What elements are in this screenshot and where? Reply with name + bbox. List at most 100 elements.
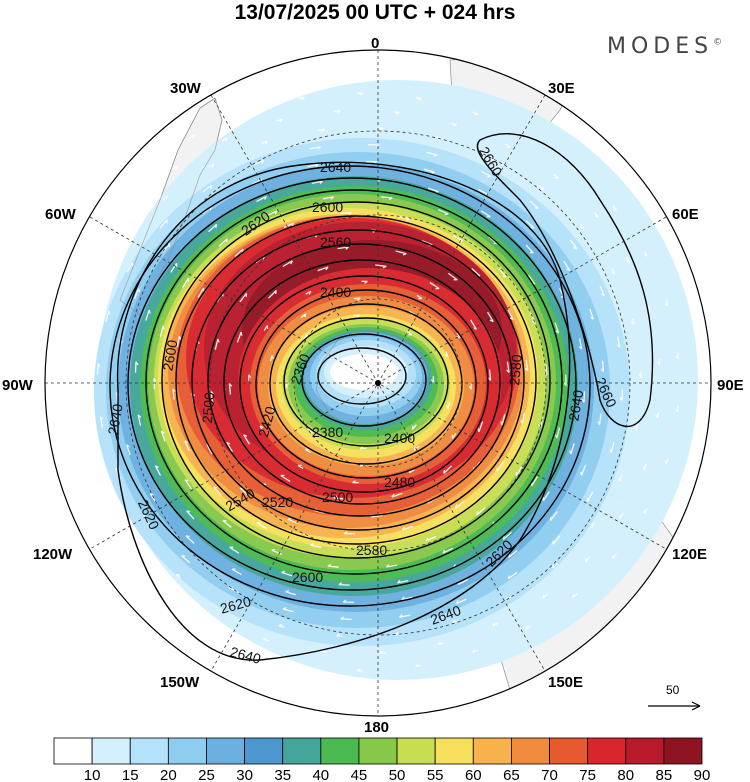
wind-vector [236,331,243,343]
contour-label-2640e: 2640 [105,402,126,436]
wind-vector [477,421,484,433]
wind-vector [222,519,232,528]
wind-vector [520,412,526,424]
wind-vector [492,622,499,627]
wind-vector [468,383,472,390]
contour-2640 [116,161,571,661]
wind-vector [256,522,267,530]
wind-vector [340,616,352,621]
wind-vector [572,166,578,172]
wind-vector [266,210,278,217]
wind-vector [208,223,218,233]
wind-vector [161,585,167,591]
wind-vector [162,243,171,253]
wind-vector [209,616,216,621]
wind-vector [385,564,398,568]
wind-vector [579,223,585,230]
contour-label-2480: 2480 [384,474,415,490]
wind-vector [268,290,277,299]
wind-vector [269,355,274,362]
lon-label-30w: 30W [170,80,202,97]
wind-vector [317,266,329,272]
contour-2620 [109,165,591,607]
wind-vector [398,215,410,221]
wind-vector [563,260,571,271]
contour-label-2400: 2400 [320,284,351,300]
colorbar-label: 45 [351,767,368,782]
wind-vector [446,402,451,409]
contour-label-2580b: 2580 [506,353,525,386]
wind-vector [399,614,411,618]
colorbar-swatch [663,737,703,765]
wind-vector [133,288,140,300]
wind-vector [72,507,77,514]
contour-label-2500: 2500 [322,489,353,505]
contour-2480 [223,259,501,505]
colorbar-label: 60 [465,767,482,782]
wind-vector [137,414,142,426]
contour-label-2600b: 2600 [292,569,323,585]
wind-vector [504,143,511,148]
wind-vector [283,222,295,229]
colorbar-swatch [549,737,589,765]
wind-vector [125,444,131,456]
wind-vector [305,448,311,454]
contour-2360 [317,347,407,405]
wind-vector [184,479,192,490]
wind-vector [69,451,74,458]
wind-vector [276,118,283,123]
colorbar-swatch [206,737,245,765]
wind-vector [452,619,459,624]
wind-vector [529,200,539,209]
wind-vector [353,314,361,319]
wind-vector [393,111,400,115]
wind-vector [343,531,356,535]
wind-vector [102,552,108,559]
colorbar-label: 70 [541,767,558,782]
wind-vector [549,511,558,521]
wind-vector [42,352,44,358]
wind-vector [202,184,213,193]
wind-vector [552,563,558,569]
colorbar-swatch [244,737,284,765]
wind-vector [423,168,435,175]
wind-vector [630,318,635,325]
wind-vector [354,297,361,301]
wind-vector [281,570,293,577]
colorbar-swatch [396,737,436,765]
wind-vector [524,625,531,630]
wind-vector [480,170,492,178]
wind-vector [506,361,510,374]
wind-vector [397,579,409,584]
wind-vector [224,603,231,609]
wind-vector [675,405,679,413]
wind-vector [105,310,111,323]
wind-vector [401,596,413,601]
contour-label-2600c: 2600 [159,338,180,372]
reference-vector-label: 50 [666,683,680,697]
wind-vector [72,250,77,256]
wind-vector [256,195,267,203]
wind-vector [377,127,384,131]
wind-vector [618,475,623,482]
colorbar-label: 40 [312,767,329,782]
contour-label-2560: 2560 [320,234,351,250]
wind-vector [153,377,157,390]
wind-vector [208,163,215,168]
colorbar: 10 15 20 25 30 35 40 45 50 55 60 65 70 75 80 85 90 [53,737,710,782]
wind-vector [60,345,65,352]
wind-vector [456,332,461,339]
wind-vector [480,210,491,218]
wind-vector [327,563,339,568]
wind-vector [487,369,492,381]
map-title: 13/07/2025 00 UTC + 024 hrs [234,1,516,24]
wind-vector [90,501,95,508]
contour-label-2580: 2580 [356,542,387,558]
wind-vector [298,663,305,668]
contour-2520 [191,229,525,531]
wind-vector [664,300,669,307]
colorbar-swatch [434,737,474,765]
wind-vector [597,413,602,425]
wind-vector [426,151,438,157]
contour-2540 [175,215,537,545]
